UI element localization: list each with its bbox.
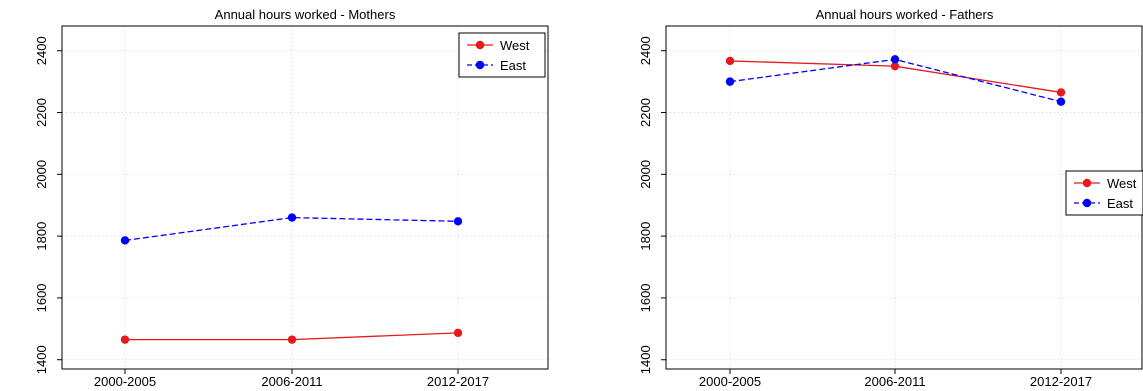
legend-box [458, 32, 546, 78]
chart-title: Annual hours worked - Mothers [215, 7, 396, 22]
data-point-east-1 [890, 55, 900, 64]
y-tick-label: 2400 [34, 36, 49, 65]
data-point-east-2 [453, 217, 463, 226]
legend-label-east: East [500, 58, 526, 73]
data-point-east-0 [120, 236, 130, 245]
legend-marker-west [1082, 178, 1092, 188]
data-point-east-2 [1056, 97, 1066, 106]
chart-title: Annual hours worked - Fathers [816, 7, 994, 22]
y-tick-label: 2000 [638, 160, 653, 189]
y-tick-label: 1400 [638, 345, 653, 374]
y-tick-label: 2200 [638, 98, 653, 127]
legend: West East [1065, 170, 1143, 216]
chart-panel-2: Annual hours worked - Fathers 1400 1600 180… [638, 7, 1143, 389]
data-point-west-1 [287, 335, 297, 344]
data-point-west-0 [725, 56, 735, 66]
x-tick-label: 2000-2005 [699, 374, 761, 389]
y-tick-label: 1800 [638, 222, 653, 251]
legend-label-east: East [1107, 196, 1133, 211]
data-point-west-0 [120, 335, 130, 344]
plot-frame [61, 25, 549, 370]
x-tick-label: 2006-2011 [261, 374, 322, 389]
y-tick-label: 1800 [34, 222, 49, 251]
data-point-west-1 [890, 61, 900, 71]
legend-marker-east [475, 60, 485, 70]
y-tick-label: 1600 [34, 283, 49, 312]
x-tick-label: 2000-2005 [94, 374, 156, 389]
data-point-east-1 [287, 213, 297, 222]
x-tick-label: 2006-2011 [864, 374, 925, 389]
data-point-east-0 [725, 77, 735, 86]
data-point-west-2 [453, 328, 463, 338]
y-tick-label: 2200 [34, 98, 49, 127]
legend-marker-west [475, 40, 485, 50]
legend: West East [458, 32, 546, 78]
y-tick-label: 2000 [34, 160, 49, 189]
y-tick-label: 2400 [638, 36, 653, 65]
y-tick-label: 1400 [34, 345, 49, 374]
series-line-east [124, 216, 459, 242]
x-tick-label: 2012-2017 [1030, 374, 1092, 389]
legend-label-west: West [1107, 176, 1137, 191]
legend-label-west: West [500, 38, 530, 53]
chart-panel-1: Annual hours worked - Mothers 1400 1600 180… [34, 7, 549, 389]
legend-box [1065, 170, 1143, 216]
x-tick-label: 2012-2017 [427, 374, 489, 389]
y-tick-label: 1600 [638, 283, 653, 312]
legend-marker-east [1082, 198, 1092, 208]
data-point-west-2 [1056, 88, 1066, 97]
